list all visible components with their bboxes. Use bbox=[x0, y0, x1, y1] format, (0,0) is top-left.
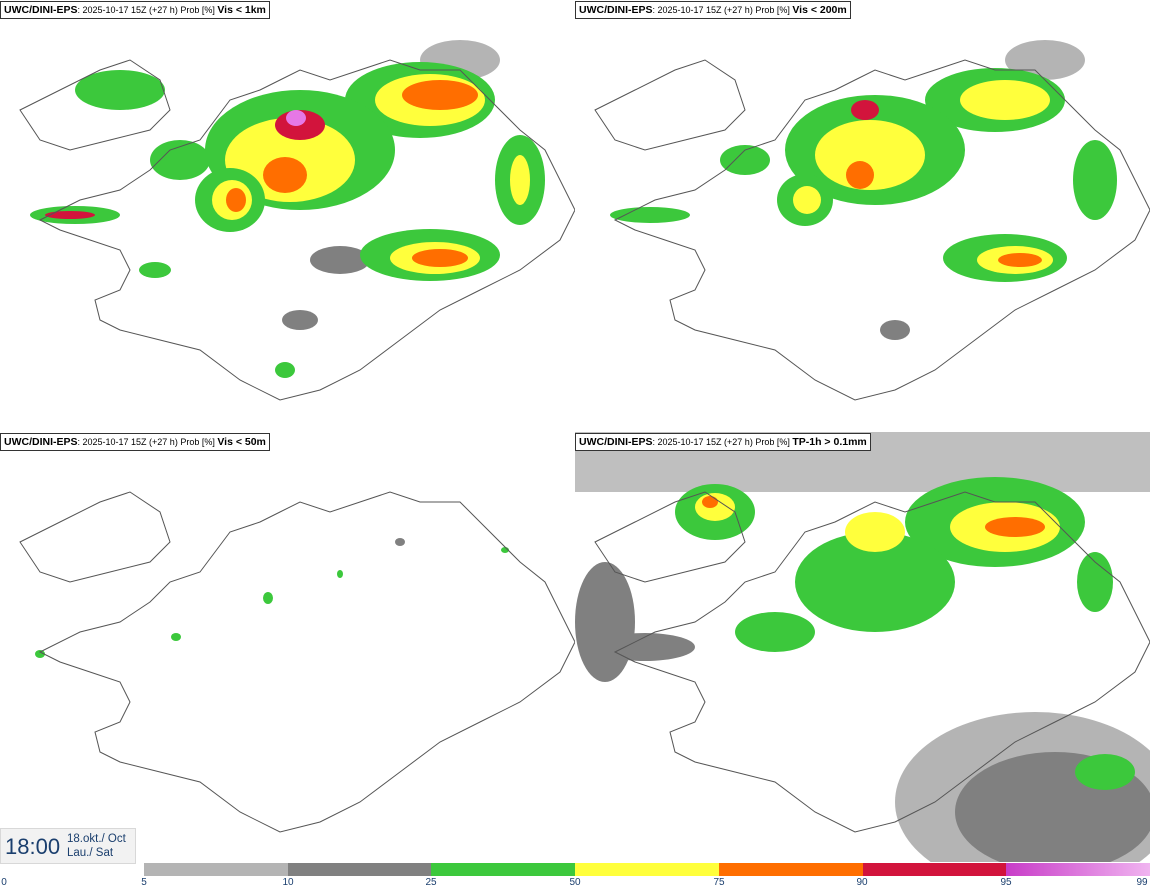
run-info: : 2025-10-17 15Z (+27 h) Prob [%] bbox=[652, 437, 793, 447]
map-panel-tp-1h: UWC/DINI-EPS: 2025-10-17 15Z (+27 h) Pro… bbox=[575, 432, 1150, 862]
probability-field bbox=[610, 40, 1117, 340]
map-vis-1km bbox=[19, 40, 575, 401]
map-panel-vis-50m: UWC/DINI-EPS: 2025-10-17 15Z (+27 h) Pro… bbox=[0, 432, 575, 862]
model-name: UWC/DINI-EPS bbox=[4, 436, 78, 448]
probability-colorbar bbox=[144, 863, 1150, 876]
colorbar-tick: 50 bbox=[569, 877, 581, 888]
iceland-coastline bbox=[594, 491, 1150, 833]
variable-name: Vis < 200m bbox=[792, 4, 847, 16]
colorbar-segment bbox=[431, 863, 576, 876]
model-name: UWC/DINI-EPS bbox=[579, 4, 653, 16]
run-info: : 2025-10-17 15Z (+27 h) Prob [%] bbox=[77, 437, 218, 447]
iceland-coastline bbox=[19, 491, 575, 833]
map-panel-vis-200m: UWC/DINI-EPS: 2025-10-17 15Z (+27 h) Pro… bbox=[575, 0, 1150, 430]
colorbar-tick: 5 bbox=[141, 877, 147, 888]
colorbar-tick: 25 bbox=[425, 877, 437, 888]
panel-title: UWC/DINI-EPS: 2025-10-17 15Z (+27 h) Pro… bbox=[0, 1, 270, 19]
iceland-coastline bbox=[19, 59, 575, 401]
map-tp-1h bbox=[575, 432, 1150, 862]
colorbar-tick: 90 bbox=[856, 877, 868, 888]
colorbar-tick: 10 bbox=[282, 877, 294, 888]
model-name: UWC/DINI-EPS bbox=[579, 436, 653, 448]
colorbar-tick: 99 bbox=[1136, 877, 1148, 888]
colorbar-tick: 95 bbox=[1000, 877, 1012, 888]
colorbar-segment bbox=[862, 863, 1007, 876]
colorbar-segment bbox=[575, 863, 719, 876]
variable-name: Vis < 50m bbox=[217, 436, 266, 448]
panel-title: UWC/DINI-EPS: 2025-10-17 15Z (+27 h) Pro… bbox=[0, 433, 270, 451]
colorbar-tick: 0 bbox=[1, 877, 7, 888]
panel-title: UWC/DINI-EPS: 2025-10-17 15Z (+27 h) Pro… bbox=[575, 433, 871, 451]
variable-name: Vis < 1km bbox=[217, 4, 266, 16]
probability-field bbox=[575, 432, 1150, 862]
model-name: UWC/DINI-EPS bbox=[4, 4, 78, 16]
run-info: : 2025-10-17 15Z (+27 h) Prob [%] bbox=[652, 5, 793, 15]
iceland-coastline bbox=[594, 59, 1150, 401]
colorbar-segment bbox=[1006, 863, 1150, 876]
valid-date: 18.okt./ Oct Lau./ Sat bbox=[67, 832, 126, 860]
date-line: 18.okt./ Oct bbox=[67, 833, 126, 845]
colorbar-segment bbox=[287, 863, 432, 876]
run-info: : 2025-10-17 15Z (+27 h) Prob [%] bbox=[77, 5, 218, 15]
colorbar-segment bbox=[718, 863, 863, 876]
map-vis-50m bbox=[19, 491, 575, 833]
probability-field bbox=[30, 40, 545, 378]
probability-field bbox=[35, 538, 509, 658]
colorbar-segment bbox=[144, 863, 288, 876]
map-panel-vis-1km: UWC/DINI-EPS: 2025-10-17 15Z (+27 h) Pro… bbox=[0, 0, 575, 430]
valid-time-box: 18:00 18.okt./ Oct Lau./ Sat bbox=[0, 828, 136, 864]
panel-title: UWC/DINI-EPS: 2025-10-17 15Z (+27 h) Pro… bbox=[575, 1, 851, 19]
day-line: Lau./ Sat bbox=[67, 847, 114, 859]
valid-time: 18:00 bbox=[5, 834, 61, 859]
map-vis-200m bbox=[594, 40, 1150, 401]
variable-name: TP-1h > 0.1mm bbox=[792, 436, 867, 448]
colorbar-tick: 75 bbox=[713, 877, 725, 888]
